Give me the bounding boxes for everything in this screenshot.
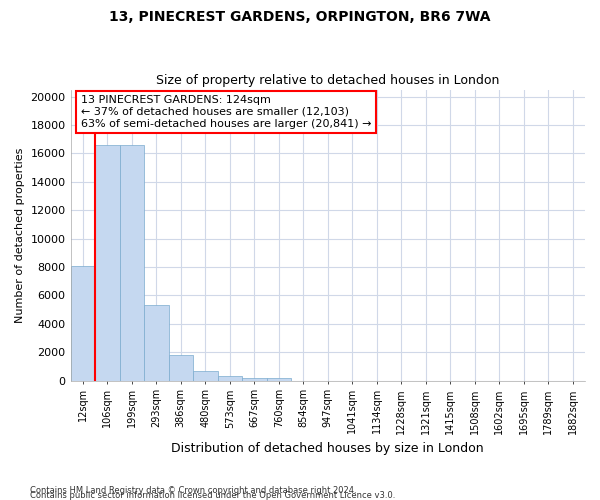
Bar	[218, 376, 242, 380]
Title: Size of property relative to detached houses in London: Size of property relative to detached ho…	[156, 74, 499, 87]
Bar	[242, 378, 266, 380]
Text: Contains HM Land Registry data © Crown copyright and database right 2024.: Contains HM Land Registry data © Crown c…	[30, 486, 356, 495]
Text: Contains public sector information licensed under the Open Government Licence v3: Contains public sector information licen…	[30, 491, 395, 500]
Text: 13, PINECREST GARDENS, ORPINGTON, BR6 7WA: 13, PINECREST GARDENS, ORPINGTON, BR6 7W…	[109, 10, 491, 24]
Bar	[193, 370, 218, 380]
Bar	[169, 355, 193, 380]
X-axis label: Distribution of detached houses by size in London: Distribution of detached houses by size …	[172, 442, 484, 455]
Bar	[266, 378, 291, 380]
Y-axis label: Number of detached properties: Number of detached properties	[15, 148, 25, 322]
Text: 13 PINECREST GARDENS: 124sqm
← 37% of detached houses are smaller (12,103)
63% o: 13 PINECREST GARDENS: 124sqm ← 37% of de…	[81, 96, 371, 128]
Bar	[119, 145, 144, 380]
Bar	[71, 266, 95, 380]
Bar	[144, 306, 169, 380]
Bar	[95, 145, 119, 380]
